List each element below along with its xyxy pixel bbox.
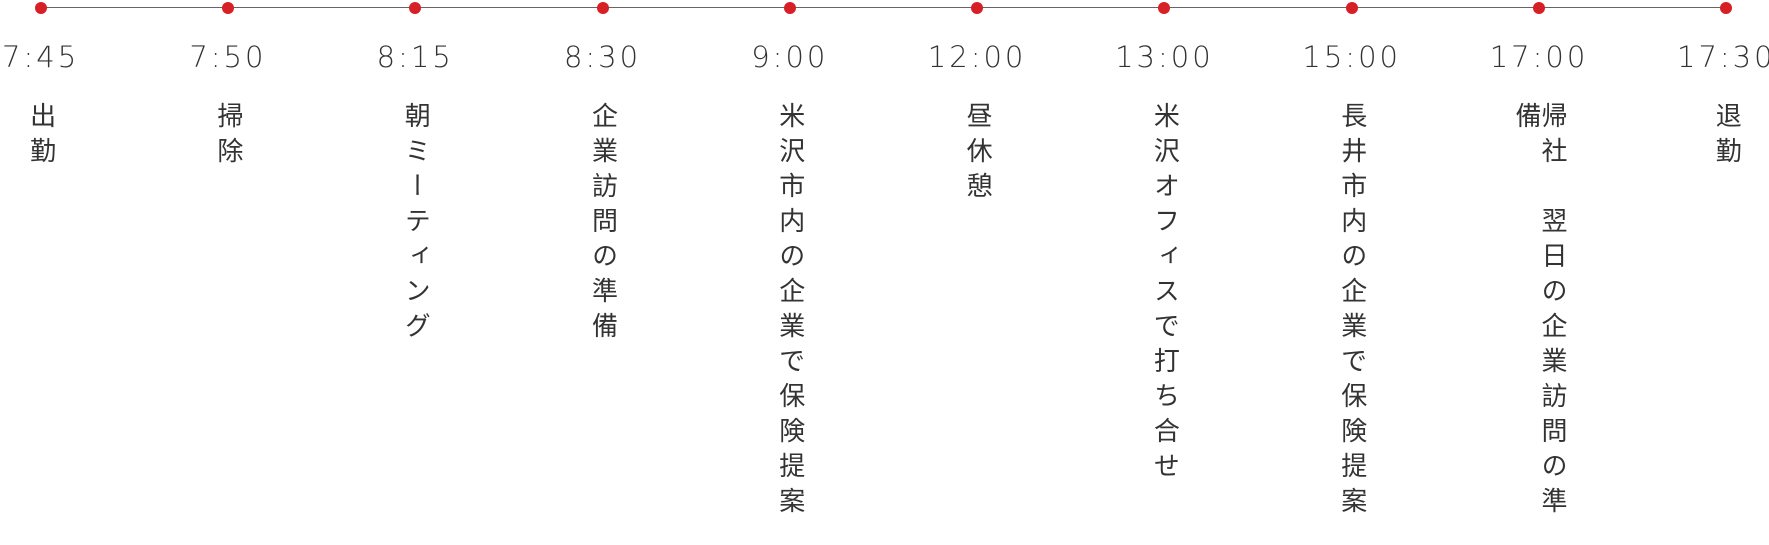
timeline-axis — [40, 7, 1726, 8]
activity-label: 帰社 翌日の企業訪問の準備 — [1511, 102, 1567, 522]
activity-label: 長井市内の企業で保険提案 — [1336, 102, 1367, 522]
activity-label: 米沢オフィスで打ち合せ — [1149, 102, 1180, 487]
time-label: 7:45 — [2, 40, 80, 74]
activity-label: 退勤 — [1711, 102, 1742, 172]
time-label: 17:30 — [1677, 40, 1769, 74]
timeline-dot — [1158, 2, 1171, 14]
timeline-dot — [783, 2, 796, 14]
time-label: 8:30 — [563, 40, 642, 74]
time-label: 17:00 — [1489, 40, 1589, 74]
timeline-dot — [221, 2, 234, 14]
time-label: 13:00 — [1115, 40, 1214, 74]
time-label: 9:00 — [751, 40, 829, 74]
time-label: 7:50 — [189, 40, 267, 74]
activity-label: 朝ミーティング — [400, 102, 431, 347]
timeline-dot — [1345, 2, 1358, 14]
activity-label: 昼休憩 — [962, 102, 993, 207]
timeline-dot — [409, 2, 422, 14]
activity-label: 掃除 — [212, 102, 243, 172]
time-label: 15:00 — [1302, 40, 1401, 74]
activity-label: 企業訪問の準備 — [587, 102, 618, 347]
activity-label: 出勤 — [25, 102, 56, 172]
activity-label: 米沢市内の企業で保険提案 — [774, 102, 805, 522]
timeline-dot — [1720, 2, 1733, 14]
timeline-dot — [971, 2, 984, 14]
time-label: 8:15 — [376, 40, 454, 74]
timeline-dot — [596, 2, 609, 14]
time-label: 12:00 — [927, 40, 1027, 74]
timeline-dot — [34, 2, 47, 14]
timeline-dot — [1533, 2, 1545, 14]
